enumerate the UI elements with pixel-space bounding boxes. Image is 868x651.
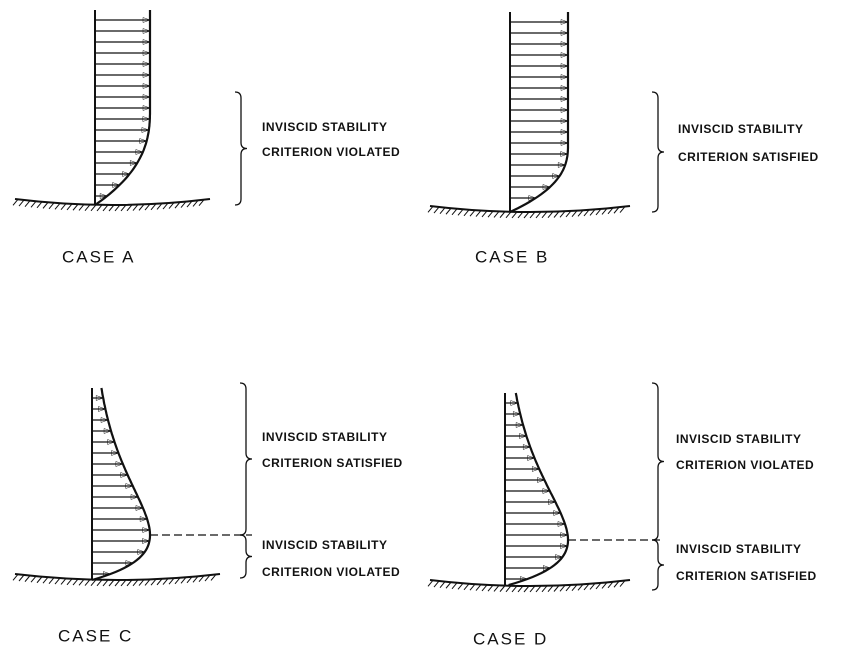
hatch [19, 575, 24, 581]
brace [240, 383, 252, 535]
hatch [452, 209, 457, 215]
case-label: CASE C [58, 626, 133, 645]
hatch [55, 203, 60, 209]
hatch [13, 199, 18, 205]
hatch [434, 581, 439, 587]
hatch [488, 211, 493, 217]
case-label: CASE B [475, 247, 549, 266]
hatch [49, 578, 54, 584]
note-text: INVISCID STABILITY [678, 122, 803, 136]
hatch [31, 576, 36, 582]
hatch [19, 200, 24, 206]
hatch [440, 208, 445, 214]
note-text: CRITERION VIOLATED [262, 145, 400, 159]
hatch [67, 579, 72, 585]
velocity-profile [510, 12, 568, 212]
note-text: INVISCID STABILITY [262, 120, 387, 134]
hatch [55, 578, 60, 584]
hatch [446, 582, 451, 588]
note-text: INVISCID STABILITY [262, 538, 387, 552]
hatch [25, 576, 30, 582]
note-text: INVISCID STABILITY [676, 432, 801, 446]
velocity-profile [96, 10, 150, 204]
note-text: CRITERION VIOLATED [262, 565, 400, 579]
hatch [470, 584, 475, 590]
hatch [61, 204, 66, 210]
wall-surface [15, 199, 210, 205]
note-text: INVISCID STABILITY [676, 542, 801, 556]
hatch [43, 202, 48, 208]
hatch [464, 584, 469, 590]
note-text: CRITERION VIOLATED [676, 458, 814, 472]
wall-surface [430, 580, 630, 586]
hatch [482, 585, 487, 591]
hatch [440, 582, 445, 588]
hatch [452, 583, 457, 589]
hatch [476, 585, 481, 591]
velocity-profile [92, 388, 150, 580]
hatch [73, 579, 78, 585]
hatch [73, 204, 78, 210]
note-text: CRITERION SATISFIED [676, 569, 817, 583]
hatch [43, 577, 48, 583]
hatch [464, 210, 469, 216]
hatch [476, 211, 481, 217]
hatch [434, 207, 439, 213]
hatch [446, 208, 451, 214]
wall-surface [15, 574, 220, 580]
hatch [37, 577, 42, 583]
hatch [13, 574, 18, 580]
velocity-profile [509, 393, 568, 585]
hatch [37, 202, 42, 208]
note-text: CRITERION SATISFIED [262, 456, 403, 470]
hatch [458, 209, 463, 215]
hatch [470, 210, 475, 216]
hatch [49, 203, 54, 209]
case-label: CASE D [473, 629, 548, 648]
case-label: CASE A [62, 247, 135, 266]
hatch [428, 580, 433, 586]
wall-surface [430, 206, 630, 212]
hatch [61, 578, 66, 584]
hatch [25, 201, 30, 207]
hatch [482, 211, 487, 217]
hatch [458, 583, 463, 589]
hatch [488, 585, 493, 591]
brace [235, 92, 247, 205]
brace [240, 535, 252, 578]
brace [652, 92, 664, 212]
note-text: CRITERION SATISFIED [678, 150, 819, 164]
hatch [428, 206, 433, 212]
brace [652, 383, 664, 540]
hatch [31, 201, 36, 207]
hatch [67, 204, 72, 210]
figure: INVISCID STABILITY CRITERION VIOLATED CASE… [0, 0, 868, 651]
brace [652, 540, 664, 590]
note-text: INVISCID STABILITY [262, 430, 387, 444]
